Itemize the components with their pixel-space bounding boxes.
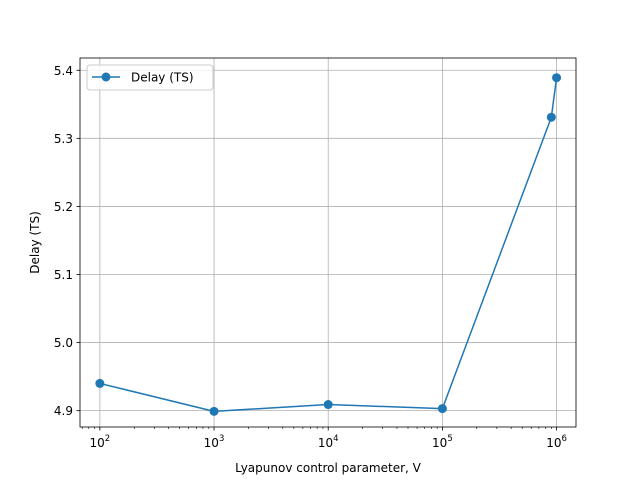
y-tick-label: 5.0 — [54, 336, 73, 350]
x-tick-label: 103 — [204, 434, 225, 450]
legend-marker-swatch — [101, 72, 111, 82]
data-point — [437, 404, 447, 414]
y-axis-label: Delay (TS) — [28, 211, 42, 274]
data-point — [209, 406, 219, 416]
x-tick-label: 105 — [432, 434, 453, 450]
series-layer — [95, 73, 562, 416]
plot-area-frame — [79, 57, 577, 428]
series-line — [99, 77, 558, 413]
x-tick-label: 106 — [546, 434, 567, 450]
x-tick-label: 102 — [90, 434, 111, 450]
y-tick-label: 5.4 — [54, 64, 73, 78]
y-tick-label: 5.1 — [54, 268, 73, 282]
y-tick-label: 5.3 — [54, 132, 73, 146]
y-tick-label: 4.9 — [54, 404, 73, 418]
x-axis-label: Lyapunov control parameter, V — [235, 461, 422, 475]
grid — [80, 58, 576, 427]
legend: Delay (TS) — [86, 64, 214, 91]
axis-ticks: 102 103 104 105 106 4.9 5.0 5.1 5.2 5.3 5.4 — [54, 64, 567, 450]
data-point — [552, 73, 562, 83]
data-point — [95, 378, 105, 388]
legend-label: Delay (TS) — [131, 71, 194, 85]
data-point — [546, 112, 556, 122]
y-tick-label: 5.2 — [54, 200, 73, 214]
x-tick-label: 104 — [318, 434, 339, 450]
data-point — [323, 400, 333, 410]
legend-box — [86, 64, 214, 91]
